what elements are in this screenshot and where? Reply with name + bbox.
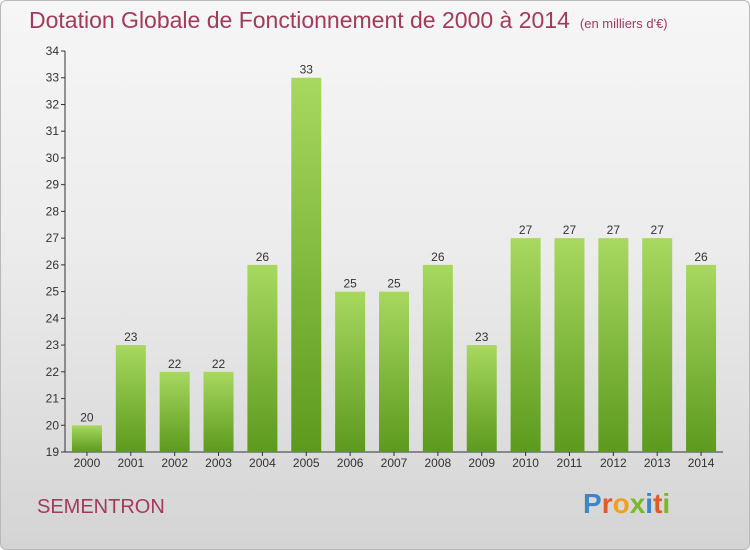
data-labels: 20 23 22 22 26 33 25 25 26 23 27 27 27 27 26 [80,63,708,425]
logo-letter: i [662,488,671,519]
x-tick-label: 2000 [74,456,101,470]
y-tick-label: 24 [46,311,60,325]
data-label-2004: 26 [256,250,270,264]
x-tick-label: 2005 [293,456,320,470]
logo-letter: x [629,488,646,519]
proxiti-logo: Proxiti [583,488,670,520]
data-label-2005: 33 [300,63,314,77]
bar-2004 [247,264,278,452]
bar-2007 [379,291,409,452]
logo-letter: i [645,488,654,519]
data-label-2013: 27 [651,223,665,237]
bar-2002 [159,371,190,452]
y-tick-label: 28 [46,204,60,218]
x-tick-label: 2012 [600,456,627,470]
chart-title-text: Dotation Globale de Fonctionnement de 20… [29,7,570,33]
data-label-2008: 26 [431,250,445,264]
data-label-2011: 27 [563,223,577,237]
x-tick-label: 2011 [557,456,583,470]
y-tick-label: 34 [46,44,60,58]
logo-letter: r [601,488,613,519]
bar-2006 [335,291,366,452]
chart-title: Dotation Globale de Fonctionnement de 20… [29,7,668,34]
data-label-2009: 23 [475,330,489,344]
bar-2013 [642,238,673,452]
data-label-2014: 26 [694,250,708,264]
bar-2003 [203,371,234,452]
bar-2010 [510,238,541,452]
bar-2001 [115,345,146,452]
x-tick-label: 2009 [468,456,495,470]
y-tick-label: 31 [46,124,60,138]
chart-subtitle: (en milliers d'€) [579,16,668,31]
x-tick-label: 2014 [688,456,715,470]
bars [71,77,717,452]
y-tick-label: 33 [46,71,60,85]
x-tick-label: 2008 [425,456,452,470]
bar-2000 [71,425,102,452]
y-tick-label: 19 [46,445,60,459]
bar-2011 [554,238,585,452]
y-tick-label: 21 [46,392,60,406]
y-tick-label: 20 [46,418,60,432]
y-tick-label: 32 [46,97,60,111]
y-tick-label: 29 [46,178,60,192]
bar-2012 [598,238,629,452]
data-label-2006: 25 [343,277,357,291]
x-tick-label: 2004 [249,456,276,470]
bar-2014 [686,264,717,452]
data-label-2000: 20 [80,410,94,424]
y-tick-label: 30 [46,151,60,165]
x-tick-label: 2010 [512,456,539,470]
bar-2005 [291,77,322,452]
data-label-2007: 25 [387,277,401,291]
y-tick-label: 26 [46,258,60,272]
x-tick-label: 2002 [161,456,188,470]
commune-name: SEMENTRON [37,496,165,518]
y-tick-label: 22 [46,365,60,379]
data-label-2010: 27 [519,223,533,237]
data-label-2003: 22 [212,357,226,371]
bar-2009 [466,345,497,452]
y-tick-label: 23 [46,338,60,352]
y-tick-label: 25 [46,285,60,299]
logo-letter: t [653,488,663,519]
x-tick-label: 2006 [337,456,364,470]
data-label-2001: 23 [124,330,138,344]
bar-2008 [422,264,453,452]
axes: 19 20 21 22 23 24 25 26 27 28 29 30 31 32 33 34 2000 2001… [46,44,723,470]
x-tick-label: 2003 [205,456,232,470]
x-tick-label: 2013 [644,456,671,470]
data-label-2002: 22 [168,357,182,371]
logo-letter: P [583,488,602,519]
logo-letter: o [612,488,630,519]
y-tick-label: 27 [46,231,60,245]
x-tick-label: 2001 [117,456,144,470]
x-tick-label: 2007 [381,456,408,470]
data-label-2012: 27 [607,223,621,237]
